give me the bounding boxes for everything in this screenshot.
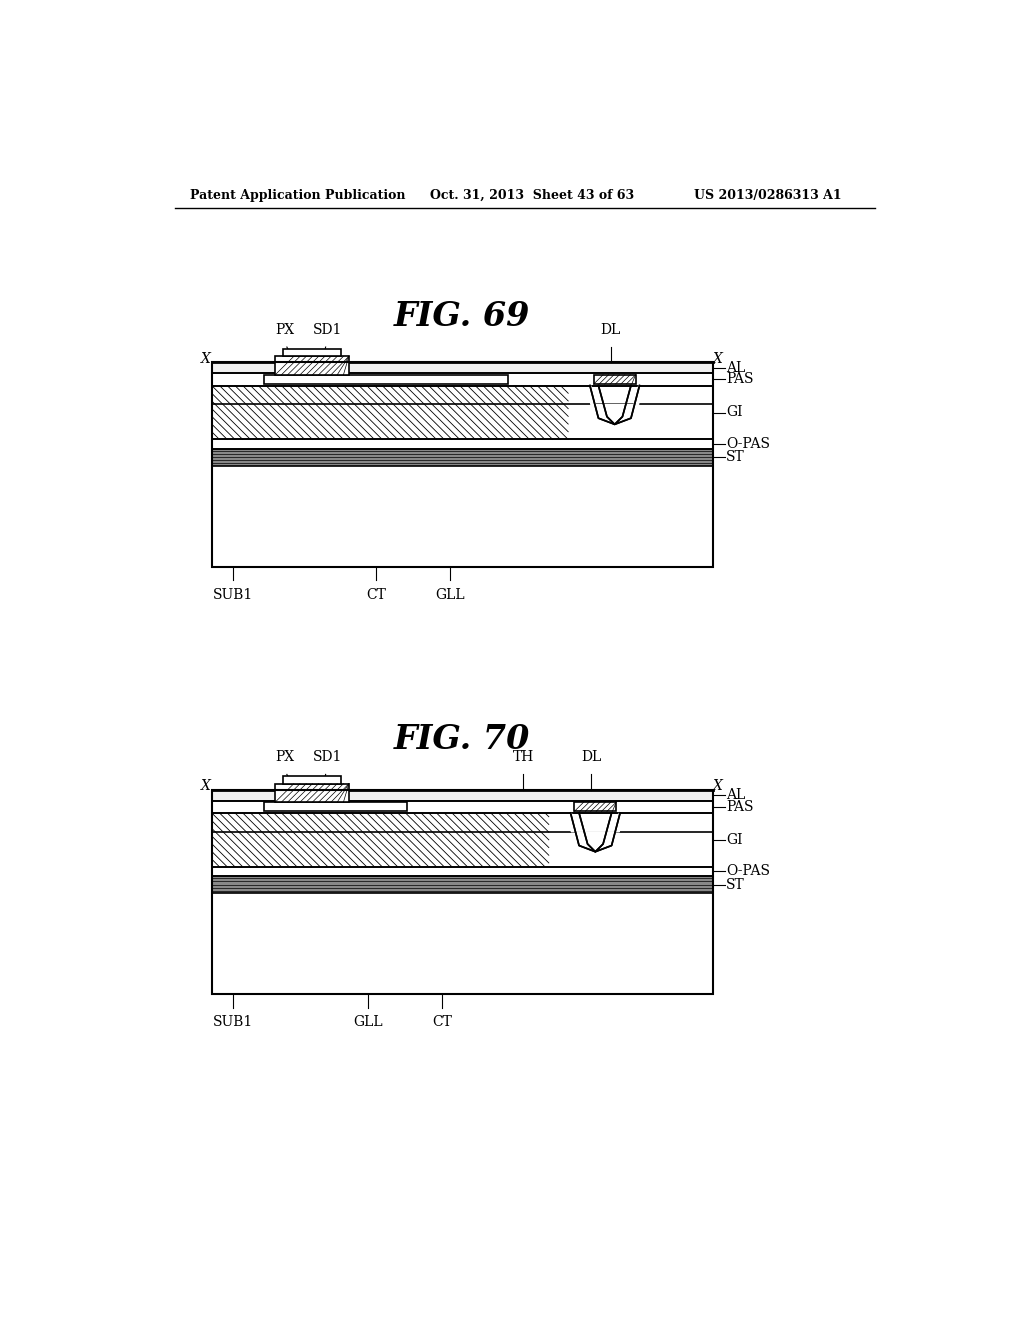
Text: FIG. 69: FIG. 69 — [394, 300, 530, 333]
Polygon shape — [591, 385, 639, 424]
Text: TH: TH — [513, 750, 534, 764]
Text: PAS: PAS — [726, 372, 754, 387]
Text: SD1: SD1 — [312, 750, 342, 764]
Bar — [275, 784, 349, 803]
Bar — [275, 356, 349, 375]
Bar — [212, 892, 713, 994]
Bar — [212, 385, 713, 440]
Bar — [212, 363, 713, 566]
Bar — [212, 374, 713, 385]
Text: X: X — [201, 779, 211, 793]
Text: DL: DL — [582, 750, 601, 764]
Bar — [263, 375, 508, 384]
Text: US 2013/0286313 A1: US 2013/0286313 A1 — [693, 189, 842, 202]
Bar — [212, 867, 713, 876]
Text: X: X — [201, 351, 211, 366]
Bar — [574, 803, 616, 812]
Text: Oct. 31, 2013  Sheet 43 of 63: Oct. 31, 2013 Sheet 43 of 63 — [430, 189, 635, 202]
Text: FIG. 70: FIG. 70 — [394, 723, 530, 756]
Text: O-PAS: O-PAS — [726, 437, 770, 451]
Bar — [212, 813, 713, 867]
Text: ST: ST — [726, 878, 745, 891]
Bar — [212, 813, 549, 867]
Bar — [212, 876, 713, 892]
Text: GLL: GLL — [353, 1015, 383, 1030]
Bar — [212, 385, 568, 440]
Text: GI: GI — [726, 833, 742, 847]
Text: X: X — [713, 779, 723, 793]
Text: GLL: GLL — [435, 589, 465, 602]
Text: SUB1: SUB1 — [213, 1015, 253, 1030]
Polygon shape — [571, 813, 620, 851]
Bar — [212, 440, 713, 449]
Bar — [594, 375, 636, 384]
Text: PAS: PAS — [726, 800, 754, 813]
Text: PX: PX — [275, 323, 295, 337]
Text: AL: AL — [726, 360, 745, 375]
Bar — [212, 789, 713, 800]
Bar — [283, 776, 341, 784]
Text: ST: ST — [726, 450, 745, 465]
Bar — [212, 789, 713, 994]
Text: Patent Application Publication: Patent Application Publication — [190, 189, 406, 202]
Text: DL: DL — [601, 323, 621, 337]
Text: O-PAS: O-PAS — [726, 865, 770, 878]
Text: CT: CT — [432, 1015, 452, 1030]
Text: PX: PX — [275, 750, 295, 764]
Text: X: X — [713, 351, 723, 366]
Bar — [212, 800, 713, 813]
Text: AL: AL — [726, 788, 745, 803]
Text: SUB1: SUB1 — [213, 589, 253, 602]
Bar — [212, 363, 713, 374]
Bar — [212, 449, 713, 466]
Text: GI: GI — [726, 405, 742, 420]
Bar — [263, 803, 407, 812]
Bar — [283, 348, 341, 356]
Bar — [212, 466, 713, 566]
Text: CT: CT — [366, 589, 386, 602]
Text: SD1: SD1 — [312, 323, 342, 337]
